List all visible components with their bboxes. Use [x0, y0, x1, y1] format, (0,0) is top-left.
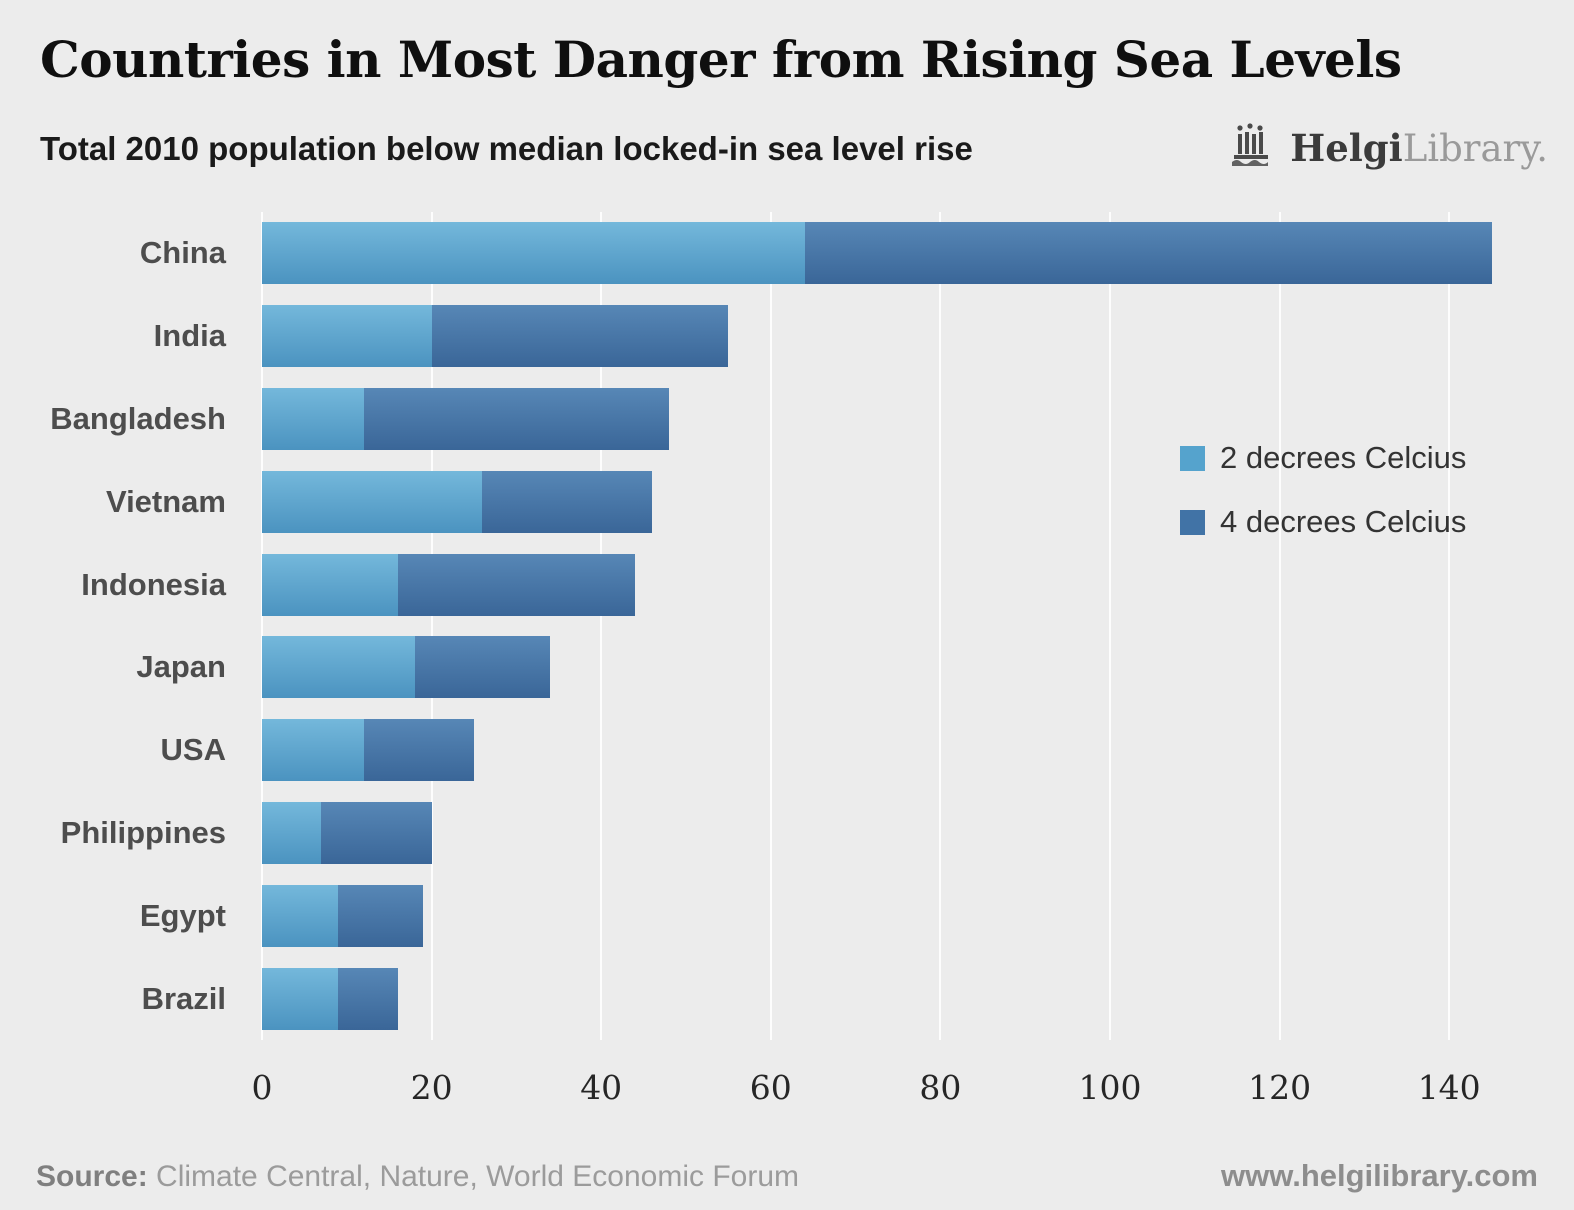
bar-segment-2c: [262, 636, 415, 699]
bar-segment-4c: [338, 884, 424, 947]
x-tick-label: 0: [251, 1068, 273, 1107]
category-label: China: [139, 235, 226, 271]
source-label: Source:: [36, 1160, 148, 1193]
bar-row: [262, 378, 1534, 461]
chart-subtitle: Total 2010 population below median locke…: [40, 130, 973, 167]
gridline: [1109, 212, 1111, 1040]
bar-segment-4c: [397, 553, 636, 616]
footer: Source: Climate Central, Nature, World E…: [36, 1158, 1538, 1194]
category-label: Vietnam: [105, 483, 226, 519]
category-label: Indonesia: [81, 566, 226, 602]
legend-item-2c: 2 decrees Celcius: [1180, 440, 1466, 476]
helgilibrary-logo: HelgiLibrary.: [1230, 122, 1548, 173]
x-tick-label: 20: [410, 1068, 453, 1107]
bar-segment-4c: [804, 222, 1492, 285]
gridline: [261, 212, 263, 1040]
bar-row: [262, 212, 1534, 295]
bar-row: [262, 874, 1534, 957]
bar-segment-2c: [262, 305, 432, 368]
bar-row: [262, 709, 1534, 792]
category-label: Bangladesh: [50, 400, 226, 436]
bar-segment-2c: [262, 553, 398, 616]
legend-label-4c: 4 decrees Celcius: [1220, 504, 1467, 539]
website-text: www.helgilibrary.com: [1221, 1158, 1538, 1193]
source-note: Source: Climate Central, Nature, World E…: [36, 1160, 799, 1194]
bar-segment-2c: [262, 470, 483, 533]
bar-segment-2c: [262, 387, 364, 450]
category-label: Brazil: [141, 980, 226, 1016]
gridline: [600, 212, 603, 1040]
x-tick-label: 40: [580, 1068, 623, 1107]
plot-area: 2 decrees Celcius 4 decrees Celcius: [261, 212, 1534, 1040]
category-label: Philippines: [60, 814, 226, 850]
bar-segment-4c: [363, 387, 670, 450]
helgilibrary-logo-text: HelgiLibrary.: [1290, 125, 1548, 170]
legend-label-2c: 2 decrees Celcius: [1220, 440, 1467, 475]
x-tick-label: 100: [1078, 1068, 1142, 1107]
helgilibrary-logo-icon: [1230, 122, 1282, 173]
category-label: Japan: [136, 649, 226, 685]
source-text: Climate Central, Nature, World Economic …: [147, 1160, 800, 1193]
bar-segment-4c: [414, 636, 551, 699]
bar-segment-4c: [431, 305, 729, 368]
chart-title: Countries in Most Danger from Rising Sea…: [40, 30, 1402, 89]
bar-segment-2c: [262, 801, 322, 864]
bar-segment-4c: [363, 719, 474, 782]
bar-chart: China India Bangladesh Vietnam Indonesia Japa…: [40, 212, 1534, 1040]
x-tick-label: 140: [1417, 1068, 1481, 1107]
category-axis: China India Bangladesh Vietnam Indonesia Japa…: [40, 212, 262, 1040]
x-axis: 0 20 40 60 80 100 120 140: [252, 1058, 1534, 1118]
bar-row: [262, 460, 1534, 543]
x-tick-label: 80: [919, 1068, 962, 1107]
legend-swatch-2c: [1180, 445, 1205, 471]
bar-row: [262, 543, 1534, 626]
gridline: [939, 212, 942, 1040]
category-label: Egypt: [139, 897, 226, 933]
bar-row: [262, 295, 1534, 378]
category-label: USA: [160, 732, 226, 768]
chart-legend: 2 decrees Celcius 4 decrees Celcius: [1180, 440, 1466, 540]
gridline: [1448, 212, 1451, 1040]
bar-row: [262, 792, 1534, 875]
bar-row: [262, 626, 1534, 709]
x-tick-label: 120: [1248, 1068, 1312, 1107]
bar-segment-4c: [338, 967, 398, 1030]
grid-layer: [261, 212, 1534, 1040]
legend-item-4c: 4 decrees Celcius: [1180, 504, 1466, 540]
bar-segment-4c: [482, 470, 653, 533]
gridline: [430, 212, 433, 1040]
bar-segment-2c: [262, 884, 339, 947]
bar-row: [262, 957, 1534, 1040]
gridline: [1278, 212, 1281, 1040]
bar-segment-2c: [262, 222, 805, 285]
bar-segment-4c: [321, 801, 432, 864]
bar-segment-2c: [262, 719, 364, 782]
bar-segment-2c: [262, 967, 339, 1030]
x-tick-label: 60: [749, 1068, 792, 1107]
category-label: India: [153, 318, 226, 354]
gridline: [769, 212, 772, 1040]
legend-swatch-4c: [1180, 509, 1205, 535]
bars-layer: [262, 212, 1534, 1040]
